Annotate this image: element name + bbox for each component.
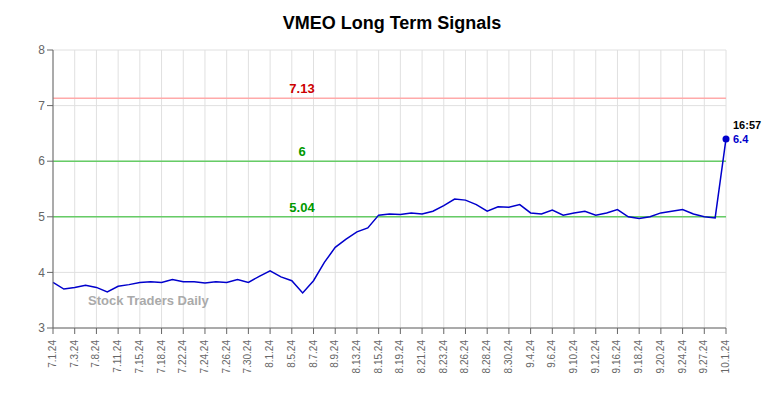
svg-text:9.6.24: 9.6.24 [546, 340, 557, 368]
svg-text:16:57: 16:57 [733, 119, 761, 131]
svg-text:5.04: 5.04 [289, 200, 315, 215]
svg-text:8.26.24: 8.26.24 [459, 340, 470, 374]
svg-text:7.3.24: 7.3.24 [69, 340, 80, 368]
svg-text:8.28.24: 8.28.24 [481, 340, 492, 374]
svg-text:7.11.24: 7.11.24 [112, 340, 123, 373]
svg-text:7.8.24: 7.8.24 [90, 340, 101, 368]
svg-text:6: 6 [38, 154, 45, 168]
svg-text:5: 5 [38, 210, 45, 224]
svg-text:8.30.24: 8.30.24 [503, 340, 514, 374]
svg-text:9.4.24: 9.4.24 [525, 340, 536, 368]
svg-text:6.4: 6.4 [733, 133, 749, 145]
html-text:Stock Traders Daily: Stock Traders Daily [88, 293, 209, 308]
svg-text:8.7.24: 8.7.24 [308, 340, 319, 368]
svg-text:7.18.24: 7.18.24 [156, 340, 167, 374]
svg-text:9.10.24: 9.10.24 [568, 340, 579, 374]
svg-text:9.27.24: 9.27.24 [698, 340, 709, 374]
svg-text:8.9.24: 8.9.24 [329, 340, 340, 368]
svg-text:8.5.24: 8.5.24 [286, 340, 297, 368]
svg-text:7: 7 [38, 99, 45, 113]
svg-text:8: 8 [38, 43, 45, 57]
svg-text:8.21.24: 8.21.24 [416, 340, 427, 374]
svg-text:6: 6 [298, 144, 305, 159]
svg-text:9.24.24: 9.24.24 [677, 340, 688, 374]
svg-text:9.18.24: 9.18.24 [633, 340, 644, 374]
svg-text:3: 3 [38, 321, 45, 335]
svg-text:8.1.24: 8.1.24 [264, 340, 275, 368]
html-text:VMEO Long Term Signals: VMEO Long Term Signals [282, 13, 502, 33]
svg-text:7.13: 7.13 [289, 81, 314, 96]
svg-text:7.26.24: 7.26.24 [221, 340, 232, 374]
svg-text:8.19.24: 8.19.24 [394, 340, 405, 374]
svg-text:9.20.24: 9.20.24 [655, 340, 666, 374]
svg-text:10.1.24: 10.1.24 [720, 340, 731, 374]
svg-text:8.23.24: 8.23.24 [438, 340, 449, 374]
svg-text:8.13.24: 8.13.24 [351, 340, 362, 374]
svg-text:9.16.24: 9.16.24 [611, 340, 622, 374]
svg-text:7.1.24: 7.1.24 [47, 340, 58, 368]
svg-text:7.24.24: 7.24.24 [199, 340, 210, 374]
svg-text:7.15.24: 7.15.24 [134, 340, 145, 374]
svg-text:8.15.24: 8.15.24 [373, 340, 384, 374]
svg-text:4: 4 [38, 266, 45, 280]
svg-text:9.12.24: 9.12.24 [590, 340, 601, 374]
svg-text:7.30.24: 7.30.24 [242, 340, 253, 374]
svg-text:7.22.24: 7.22.24 [177, 340, 188, 374]
